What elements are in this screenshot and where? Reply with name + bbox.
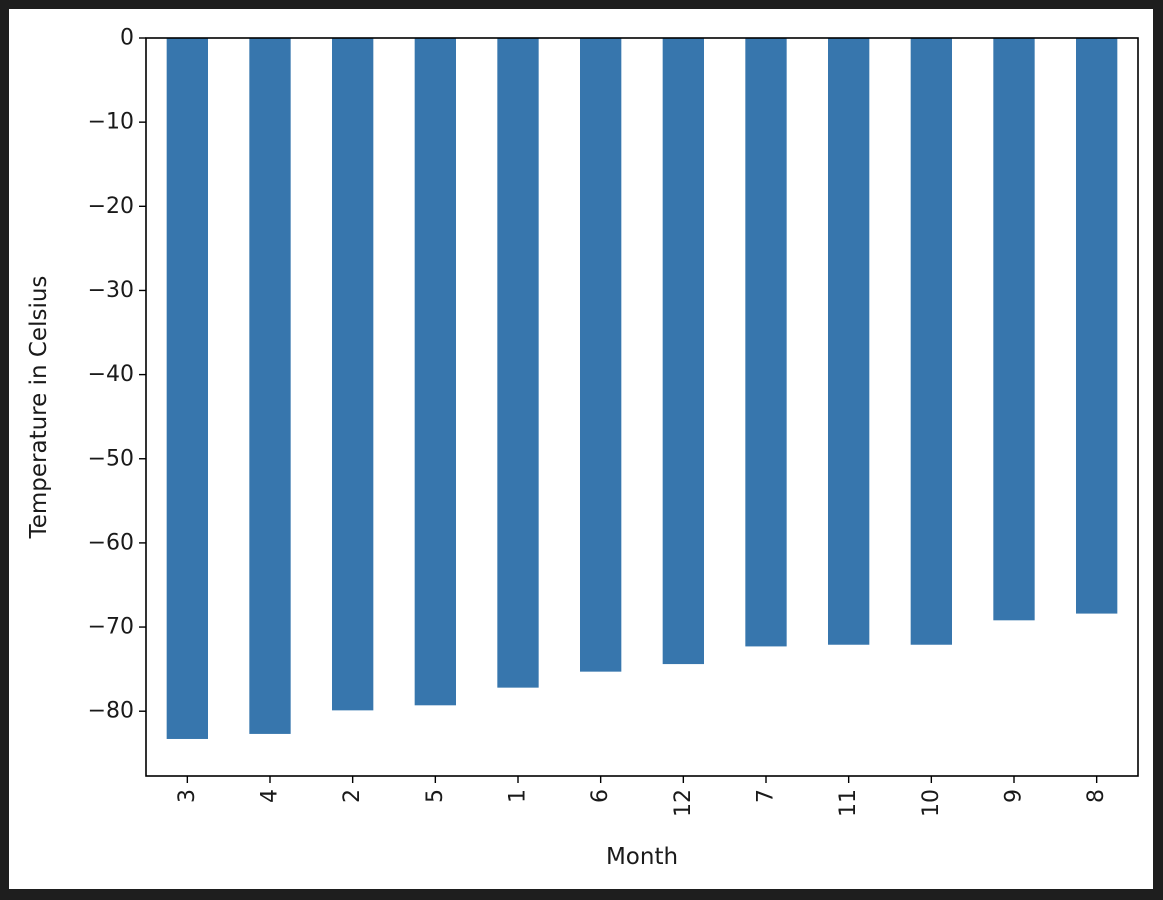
y-tick-label: −10 — [88, 110, 134, 135]
bars-layer — [166, 38, 1118, 739]
y-axis-label: Temperature in Celsius — [26, 276, 52, 540]
bar-month-11 — [828, 38, 870, 645]
x-axis-ticks: 3 4 2 5 1 6 12 7 11 10 9 8 — [175, 776, 1109, 817]
x-tick-label: 9 — [1002, 789, 1027, 803]
x-tick-label: 4 — [258, 789, 283, 803]
bar-month-12 — [662, 38, 704, 665]
y-tick-label: −70 — [88, 615, 134, 640]
y-axis-ticks: 0 −10 −20 −30 −40 −50 −60 −70 −80 — [88, 26, 146, 724]
bar-month-9 — [993, 38, 1035, 621]
x-tick-label: 7 — [754, 789, 779, 803]
y-tick-label: −40 — [88, 362, 134, 387]
plot-frame — [145, 37, 1139, 777]
y-tick-label: 0 — [120, 26, 134, 51]
y-tick-label: −30 — [88, 278, 134, 303]
x-tick-label: 11 — [836, 789, 861, 817]
chart-figure: 0 −10 −20 −30 −40 −50 −60 −70 −80 3 4 2 5 1 6 12 7 11 10 9… — [9, 9, 1153, 889]
bar-month-2 — [332, 38, 374, 711]
y-tick-label: −80 — [88, 699, 134, 724]
x-tick-label: 12 — [671, 789, 696, 817]
x-tick-label: 10 — [919, 789, 944, 817]
y-tick-label: −60 — [88, 530, 134, 555]
y-tick-label: −50 — [88, 446, 134, 471]
x-tick-label: 2 — [340, 789, 365, 803]
bar-month-5 — [414, 38, 456, 706]
bar-month-7 — [745, 38, 787, 647]
x-axis-label: Month — [606, 844, 678, 870]
bar-month-6 — [580, 38, 622, 672]
x-tick-label: 8 — [1084, 789, 1109, 803]
bar-month-3 — [166, 38, 208, 739]
bar-month-4 — [249, 38, 291, 734]
bar-chart: 0 −10 −20 −30 −40 −50 −60 −70 −80 3 4 2 5 1 6 12 7 11 10 9… — [26, 26, 1139, 870]
bar-month-8 — [1076, 38, 1118, 614]
x-tick-label: 5 — [423, 789, 448, 803]
x-tick-label: 3 — [175, 789, 200, 803]
bar-month-10 — [910, 38, 952, 645]
bar-month-1 — [497, 38, 539, 688]
x-tick-label: 6 — [588, 789, 613, 803]
x-tick-label: 1 — [506, 789, 531, 803]
y-tick-label: −20 — [88, 194, 134, 219]
